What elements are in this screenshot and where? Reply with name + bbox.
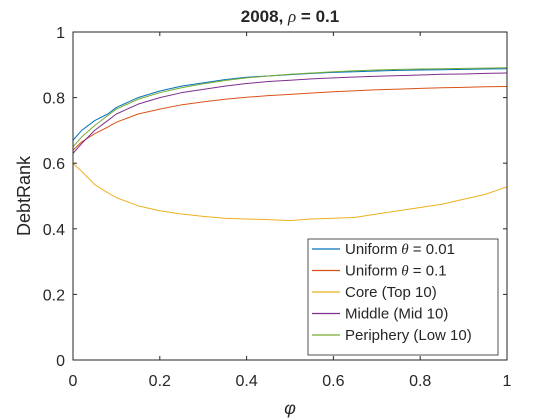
chart-title: 2008, ρ = 0.1 — [241, 7, 339, 26]
legend-label-1: Uniform θ = 0.01 — [345, 241, 455, 258]
series-line-5 — [72, 67, 508, 148]
y-tick-label: 0 — [56, 353, 65, 370]
legend-label-symbol: θ — [398, 264, 410, 280]
legend-label-name: Uniform — [345, 241, 398, 258]
x-tick-label: 0 — [69, 373, 78, 390]
x-tick-label: 0.8 — [409, 373, 431, 390]
y-tick-label: 0.6 — [43, 156, 65, 173]
x-tick-label: 0.4 — [235, 373, 257, 390]
series-line-3 — [72, 162, 508, 222]
chart-title-suffix: = 0.1 — [296, 7, 339, 26]
legend-label-suffix: = 0.1 — [409, 263, 447, 280]
legend-label-name: Uniform — [345, 263, 398, 280]
y-tick-label: 0.2 — [43, 287, 65, 304]
y-axis-label: DebtRank — [14, 155, 34, 236]
legend-label-3: Core (Top 10) — [345, 284, 437, 301]
legend-label-name: Middle (Mid 10) — [345, 306, 448, 323]
legend-label-name: Periphery (Low 10) — [345, 327, 472, 344]
y-tick-label: 0.8 — [43, 91, 65, 108]
legend-label-2: Uniform θ = 0.1 — [345, 263, 447, 280]
series-line-2 — [72, 85, 508, 151]
x-axis-label: φ — [284, 398, 296, 418]
series-layer — [72, 67, 508, 222]
x-tick-label: 0.6 — [322, 373, 344, 390]
legend-label-name: Core (Top 10) — [345, 284, 437, 301]
y-tick-label: 1 — [56, 25, 65, 42]
chart-title-symbol: ρ — [287, 7, 296, 26]
legend-label-4: Middle (Mid 10) — [345, 306, 448, 323]
chart-title-prefix: 2008, — [241, 7, 288, 26]
x-tick-label: 0.2 — [149, 373, 171, 390]
legend-label-5: Periphery (Low 10) — [345, 327, 472, 344]
legend-label-suffix: = 0.01 — [409, 241, 455, 258]
series-line-4 — [72, 72, 508, 154]
x-tick-label: 1 — [503, 373, 512, 390]
legend-box — [307, 238, 499, 356]
tick-layer: 0 0.2 0.4 0.6 0.8 1 0 0.2 0.4 0.6 0.8 1 — [43, 25, 512, 390]
legend-label-symbol: θ — [398, 242, 410, 258]
y-tick-label: 0.4 — [43, 222, 65, 239]
plot-frame — [72, 31, 508, 361]
